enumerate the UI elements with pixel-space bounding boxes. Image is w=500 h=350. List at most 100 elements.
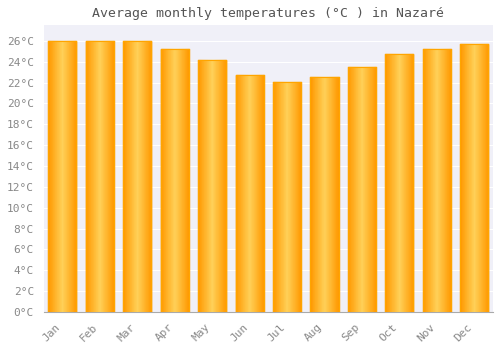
Bar [248,75,249,312]
Bar [169,49,170,312]
Bar [335,77,336,312]
Bar [360,67,362,312]
Bar [149,41,150,312]
Bar [141,41,142,312]
Bar [68,41,70,312]
Bar [290,82,292,312]
Bar [442,49,443,312]
Bar [236,75,237,312]
Bar [359,67,360,312]
Bar [450,49,451,312]
Bar [437,49,438,312]
Bar [398,55,400,312]
Bar [101,41,102,312]
Bar [246,75,247,312]
Bar [108,41,109,312]
Bar [52,41,54,312]
Bar [110,41,111,312]
Bar [239,75,240,312]
Bar [127,41,128,312]
Bar [468,44,469,312]
Bar [107,41,108,312]
Bar [206,60,208,312]
Bar [128,41,129,312]
Bar [57,41,58,312]
Bar [405,55,406,312]
Bar [410,55,412,312]
Bar [425,49,426,312]
Bar [179,49,180,312]
Bar [168,49,169,312]
Bar [482,44,483,312]
Bar [59,41,60,312]
Bar [477,44,478,312]
Bar [471,44,472,312]
Bar [368,67,369,312]
Bar [354,67,355,312]
Bar [298,82,299,312]
Bar [250,75,251,312]
Bar [440,49,441,312]
Bar [430,49,432,312]
Bar [435,49,436,312]
Bar [275,82,276,312]
Bar [441,49,442,312]
Bar [177,49,178,312]
Bar [372,67,373,312]
Bar [478,44,479,312]
Bar [432,49,434,312]
Bar [166,49,167,312]
Bar [484,44,485,312]
Bar [479,44,480,312]
Bar [249,75,250,312]
Bar [464,44,465,312]
Bar [200,60,201,312]
Bar [387,55,388,312]
Bar [97,41,98,312]
Bar [220,60,222,312]
Bar [202,60,203,312]
Bar [288,82,289,312]
Bar [446,49,448,312]
Bar [150,41,152,312]
Bar [252,75,253,312]
Bar [429,49,430,312]
Bar [365,67,366,312]
Bar [294,82,295,312]
Bar [104,41,105,312]
Bar [371,67,372,312]
Bar [312,77,314,312]
Bar [88,41,90,312]
Bar [443,49,444,312]
Bar [135,41,136,312]
Bar [170,49,171,312]
Bar [296,82,297,312]
Bar [353,67,354,312]
Bar [465,44,466,312]
Bar [237,75,238,312]
Bar [61,41,62,312]
Bar [218,60,219,312]
Bar [51,41,52,312]
Bar [130,41,131,312]
Bar [48,41,49,312]
Bar [261,75,262,312]
Bar [444,49,446,312]
Bar [403,55,404,312]
Bar [124,41,126,312]
Bar [480,44,482,312]
Bar [133,41,134,312]
Bar [198,60,199,312]
Bar [282,82,283,312]
Bar [285,82,286,312]
Bar [96,41,97,312]
Bar [65,41,66,312]
Bar [165,49,166,312]
Bar [111,41,112,312]
Bar [50,41,51,312]
Bar [72,41,73,312]
Bar [201,60,202,312]
Bar [334,77,335,312]
Bar [276,82,278,312]
Bar [374,67,376,312]
